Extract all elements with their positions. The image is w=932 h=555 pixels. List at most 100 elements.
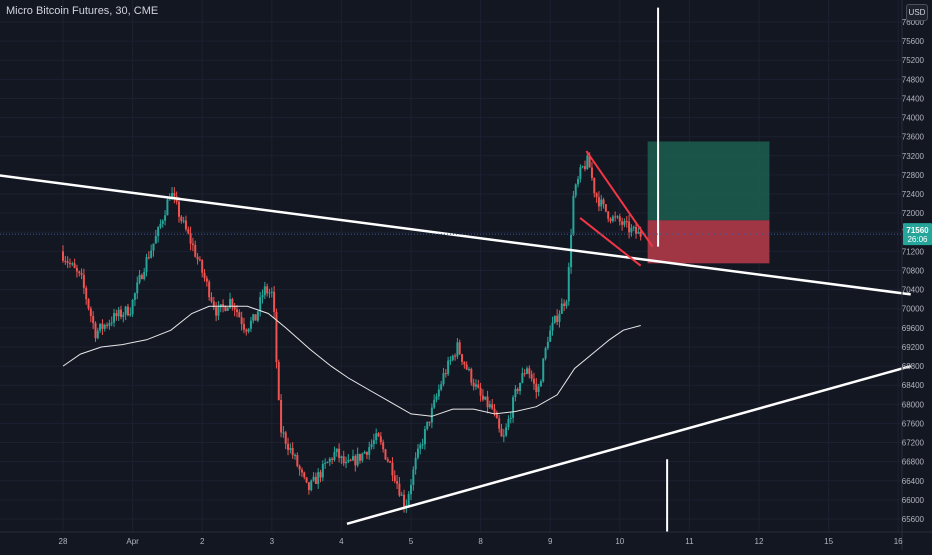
- candle-body: [331, 458, 334, 460]
- candle-body: [263, 286, 266, 296]
- candle-body: [414, 457, 417, 470]
- candle-body: [340, 456, 343, 459]
- candle-body: [551, 322, 554, 331]
- candle-body: [519, 382, 522, 392]
- candle-body: [71, 263, 74, 265]
- candle-body: [303, 472, 306, 478]
- candle-body: [101, 323, 104, 329]
- candle-body: [442, 373, 445, 385]
- candle-body: [164, 215, 167, 221]
- price-axis[interactable]: 65600 66000 66400 66800 67200 67600 68000 68400…: [901, 0, 925, 550]
- candle-body: [628, 221, 631, 233]
- y-tick-label: 72000: [902, 209, 925, 218]
- candle-body: [396, 481, 399, 484]
- candle-body: [129, 313, 132, 316]
- candle-body: [294, 455, 296, 457]
- candle-body: [319, 472, 322, 478]
- candle-body: [368, 447, 371, 455]
- candle-body: [481, 395, 484, 400]
- candle-body: [224, 306, 227, 311]
- x-tick-label: 3: [270, 537, 275, 546]
- candle-body: [113, 313, 116, 323]
- candle-body: [284, 432, 287, 444]
- candle-body: [486, 396, 489, 408]
- candle-body: [99, 323, 102, 331]
- candle-body: [138, 274, 141, 283]
- candle-body: [635, 226, 638, 234]
- price-tag-value: 71560: [906, 226, 929, 235]
- position-stop-zone[interactable]: [647, 220, 770, 264]
- candle-body: [120, 309, 122, 317]
- candle-body: [521, 373, 524, 383]
- y-tick-label: 70800: [902, 267, 925, 276]
- candle-body: [458, 342, 461, 355]
- candle-body: [572, 195, 575, 235]
- candle-body: [349, 459, 352, 461]
- candle-body: [430, 407, 433, 423]
- candle-body: [382, 442, 385, 450]
- candle-body: [616, 216, 619, 218]
- x-tick-label: 28: [59, 537, 68, 546]
- candle-body: [189, 233, 192, 244]
- candle-body: [82, 274, 85, 288]
- candle-body: [178, 201, 180, 217]
- candle-body: [419, 444, 422, 449]
- candle-body: [275, 311, 278, 363]
- position-profit-zone[interactable]: [647, 141, 770, 221]
- candle-body: [208, 281, 211, 298]
- x-tick-label: 12: [755, 537, 764, 546]
- candle-body: [321, 463, 324, 478]
- candle-body: [282, 432, 285, 434]
- candle-body: [532, 378, 535, 384]
- candle-body: [310, 480, 313, 491]
- candle-body: [73, 263, 76, 268]
- candle-body: [609, 218, 612, 222]
- time-axis[interactable]: 28 Apr 2 3 4 5 8 9 10 11 12 15 16: [0, 531, 932, 546]
- candle-body: [502, 435, 505, 437]
- candle-body: [103, 324, 106, 329]
- y-tick-label: 72800: [902, 171, 925, 180]
- candle-body: [403, 494, 406, 508]
- candle-body: [173, 192, 176, 197]
- pattern-trendline[interactable]: [585, 150, 654, 248]
- candle-body: [166, 199, 169, 216]
- candle-body: [623, 221, 626, 225]
- candle-body: [398, 483, 401, 496]
- candle-body: [203, 272, 206, 279]
- long-position-tool[interactable]: [647, 141, 770, 264]
- candle-body: [530, 374, 533, 379]
- candle-body: [498, 418, 501, 429]
- candle-body: [595, 193, 598, 198]
- candle-body: [514, 388, 517, 398]
- candle-body: [474, 384, 477, 387]
- candle-body: [372, 440, 375, 444]
- candle-body: [117, 309, 120, 317]
- candle-body: [437, 389, 440, 397]
- candle-body: [370, 443, 373, 448]
- candle-body: [639, 231, 642, 237]
- candle-body: [447, 360, 450, 374]
- candle-body: [254, 314, 257, 321]
- trendline[interactable]: [346, 364, 912, 525]
- pattern-trendline[interactable]: [579, 217, 642, 267]
- candle-body: [586, 155, 589, 169]
- candle-body: [212, 301, 215, 308]
- candle-body: [85, 287, 88, 300]
- candle-body: [386, 459, 389, 462]
- candle-body: [637, 231, 640, 234]
- currency-button[interactable]: USD: [906, 4, 928, 21]
- candle-body: [184, 220, 187, 230]
- moving-average: [62, 305, 641, 417]
- candle-body: [205, 278, 208, 282]
- candle-body: [240, 317, 243, 325]
- x-tick-label: 15: [824, 537, 833, 546]
- candle-body: [526, 368, 528, 374]
- candle-body: [363, 452, 366, 454]
- candle-body: [607, 211, 610, 219]
- candle-body: [328, 458, 331, 463]
- candle-body: [115, 313, 118, 317]
- candle-body: [143, 271, 146, 279]
